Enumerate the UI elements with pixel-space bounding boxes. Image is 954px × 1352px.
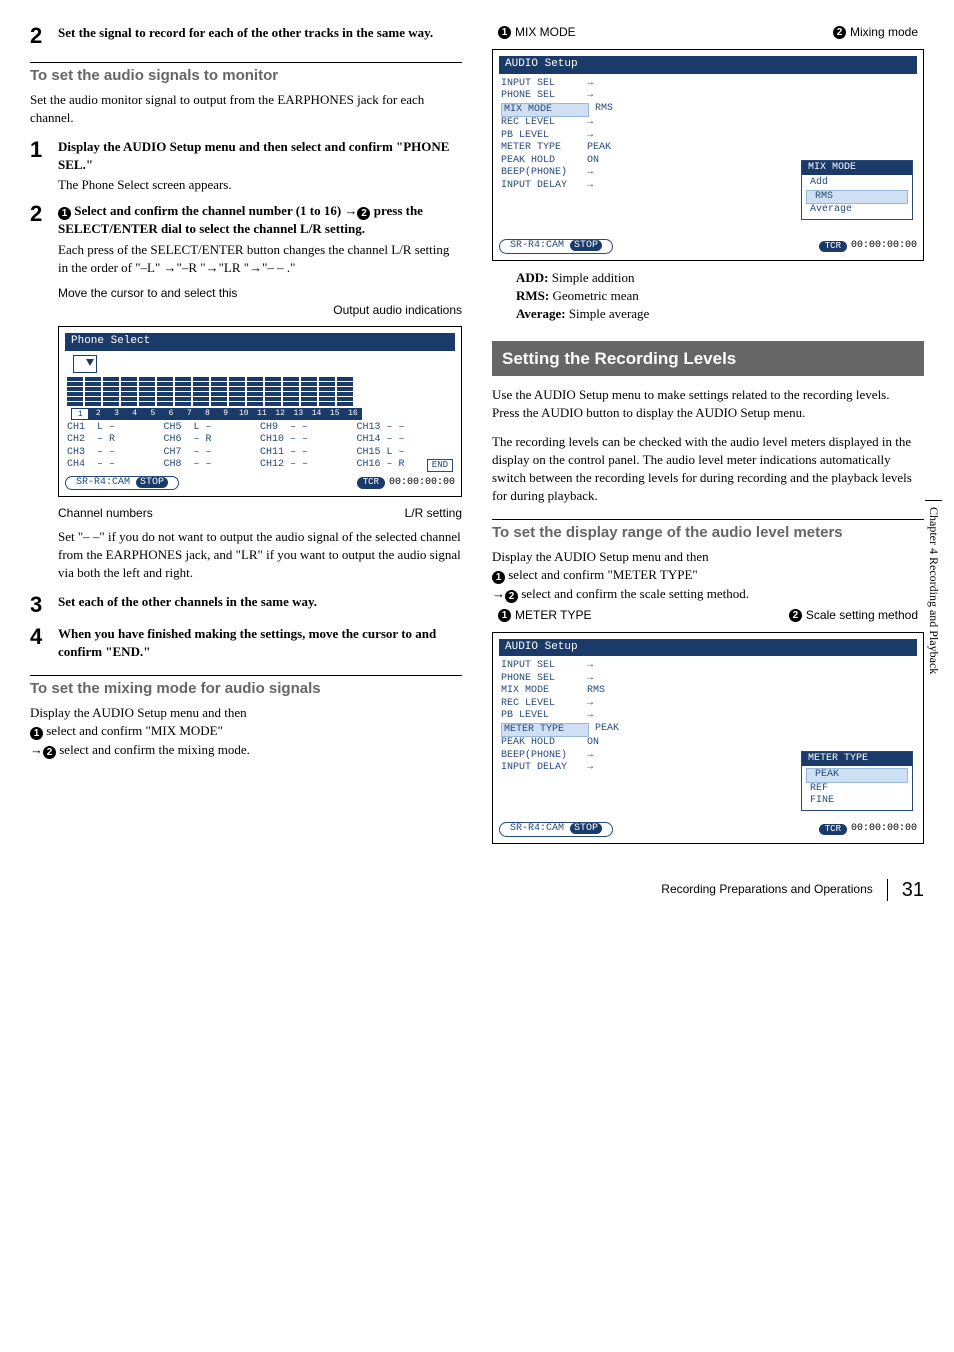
timecode: TCR 00:00:00:00 xyxy=(357,477,455,490)
step-number: 3 xyxy=(30,593,58,617)
step-1: 1 Display the AUDIO Setup menu and then … xyxy=(30,138,462,195)
status-bar: SR-R4:CAM STOP TCR 00:00:00:00 xyxy=(493,235,923,260)
popup-option[interactable]: REF xyxy=(802,783,912,796)
arrow-icon: → xyxy=(492,586,505,601)
status-bar: SR-R4:CAM STOP TCR 00:00:00:00 xyxy=(59,472,461,497)
popup-option[interactable]: FINE xyxy=(802,795,912,808)
popup-title: MIX MODE xyxy=(802,161,912,176)
footer-divider xyxy=(887,879,888,901)
ref-1-icon: 1 xyxy=(30,727,43,740)
subhead-range: To set the display range of the audio le… xyxy=(492,519,924,542)
step-text: Display the AUDIO Setup menu and then se… xyxy=(58,139,449,172)
popup-option[interactable]: Add xyxy=(802,177,912,190)
def-val: Simple average xyxy=(566,306,650,321)
arrow-icon: → xyxy=(344,203,357,218)
step-4: 4 When you have finished making the sett… xyxy=(30,625,462,661)
screen-title: AUDIO Setup xyxy=(499,56,917,74)
def-key: Average: xyxy=(516,306,566,321)
body-text: The recording levels can be checked with… xyxy=(492,433,924,506)
popup-option-selected[interactable]: PEAK xyxy=(806,768,908,783)
section-heading: Setting the Recording Levels xyxy=(492,341,924,376)
status-source: SR-R4:CAM STOP xyxy=(65,476,179,491)
status-bar: SR-R4:CAM STOP TCR 00:00:00:00 xyxy=(493,818,923,843)
right-column: 1 MIX MODE 2 Mixing mode AUDIO Setup INP… xyxy=(492,24,924,852)
def-val: Simple addition xyxy=(549,270,635,285)
range-text: select and confirm the scale setting met… xyxy=(518,586,749,601)
screen1-callouts: 1 MIX MODE 2 Mixing mode xyxy=(492,24,924,41)
step-body-text: Each press of the SELECT/ENTER button ch… xyxy=(58,241,462,277)
left-column: 2 Set the signal to record for each of t… xyxy=(30,24,462,852)
timecode: TCR 00:00:00:00 xyxy=(819,823,917,836)
timecode: TCR 00:00:00:00 xyxy=(819,240,917,253)
ref-2-icon: 2 xyxy=(505,590,518,603)
meter-type-screen: AUDIO Setup INPUT SEL→ PHONE SEL→ MIX MO… xyxy=(492,632,924,844)
body-text: Use the AUDIO Setup menu to make setting… xyxy=(492,387,889,402)
diagram-bottom-callouts: Channel numbers L/R setting xyxy=(58,505,462,522)
body-text: Press the AUDIO button to display the AU… xyxy=(492,405,805,420)
screen-title: AUDIO Setup xyxy=(499,639,917,657)
subhead-monitor: To set the audio signals to monitor xyxy=(30,62,462,85)
channel-grid: CH1 L –CH5 L –CH9 – –CH13 – – CH2 – RCH6… xyxy=(59,420,461,472)
diagram-caption-top-right: Output audio indications xyxy=(58,302,462,319)
step-number: 4 xyxy=(30,625,58,661)
ref-2-icon: 2 xyxy=(357,207,370,220)
step-2-top: 2 Set the signal to record for each of t… xyxy=(30,24,462,48)
popup-option-selected[interactable]: RMS xyxy=(806,190,908,205)
diagram-caption-top-left: Move the cursor to and select this xyxy=(58,285,462,302)
meter-type-popup: METER TYPE PEAK REF FINE xyxy=(801,751,913,811)
step-text: Set each of the other channels in the sa… xyxy=(58,594,317,609)
phone-select-screen: Phone Select 12345678910111213141516 xyxy=(58,326,462,497)
ref-1-icon: 1 xyxy=(492,571,505,584)
ref-2-icon: 2 xyxy=(833,26,846,39)
status-source: SR-R4:CAM STOP xyxy=(499,822,613,837)
level-meters: 12345678910111213141516 xyxy=(59,373,461,420)
cursor-down-icon xyxy=(86,359,94,366)
step-text: When you have finished making the settin… xyxy=(58,626,436,659)
mix-mode-screen: AUDIO Setup INPUT SEL→ PHONE SEL→ MIX MO… xyxy=(492,49,924,261)
after-diagram-text: Set "– –" if you do not want to output t… xyxy=(58,528,462,583)
screen-title: Phone Select xyxy=(65,333,455,351)
subhead-mix: To set the mixing mode for audio signals xyxy=(30,675,462,698)
step-text: Select and confirm the channel number (1… xyxy=(71,203,344,218)
chapter-side-tab: Chapter 4 Recording and Playback xyxy=(925,500,942,674)
mix-para-text: select and confirm "MIX MODE" xyxy=(43,723,223,738)
ref-1-icon: 1 xyxy=(58,207,71,220)
channel-number-row: 12345678910111213141516 xyxy=(71,408,453,420)
page-number: 31 xyxy=(902,876,924,904)
page-footer: Recording Preparations and Operations 31 xyxy=(30,876,924,904)
ref-2-icon: 2 xyxy=(43,746,56,759)
popup-option[interactable]: Average xyxy=(802,204,912,217)
mix-para-text: Display the AUDIO Setup menu and then xyxy=(30,705,247,720)
step-number: 1 xyxy=(30,138,58,195)
step-2: 2 1 Select and confirm the channel numbe… xyxy=(30,202,462,277)
range-text: select and confirm "METER TYPE" xyxy=(505,567,698,582)
step-number: 2 xyxy=(30,24,58,48)
footer-title: Recording Preparations and Operations xyxy=(661,881,872,898)
ref-2-icon: 2 xyxy=(789,609,802,622)
ref-1-icon: 1 xyxy=(498,609,511,622)
step-after-text: The Phone Select screen appears. xyxy=(58,176,462,194)
arrow-icon: → xyxy=(30,742,43,757)
ref-1-icon: 1 xyxy=(498,26,511,39)
step-text: Set the signal to record for each of the… xyxy=(58,25,433,40)
def-key: ADD: xyxy=(516,270,549,285)
step-number: 2 xyxy=(30,202,58,277)
end-button[interactable]: END xyxy=(427,459,453,472)
def-val: Geometric mean xyxy=(549,288,639,303)
mix-para-text: select and confirm the mixing mode. xyxy=(56,742,250,757)
mix-mode-popup: MIX MODE Add RMS Average xyxy=(801,160,913,220)
monitor-intro: Set the audio monitor signal to output f… xyxy=(30,91,462,127)
screen2-callouts: 1 METER TYPE 2 Scale setting method xyxy=(492,607,924,624)
status-source: SR-R4:CAM STOP xyxy=(499,239,613,254)
step-3: 3 Set each of the other channels in the … xyxy=(30,593,462,617)
range-text: Display the AUDIO Setup menu and then xyxy=(492,549,709,564)
popup-title: METER TYPE xyxy=(802,752,912,767)
def-key: RMS: xyxy=(516,288,549,303)
